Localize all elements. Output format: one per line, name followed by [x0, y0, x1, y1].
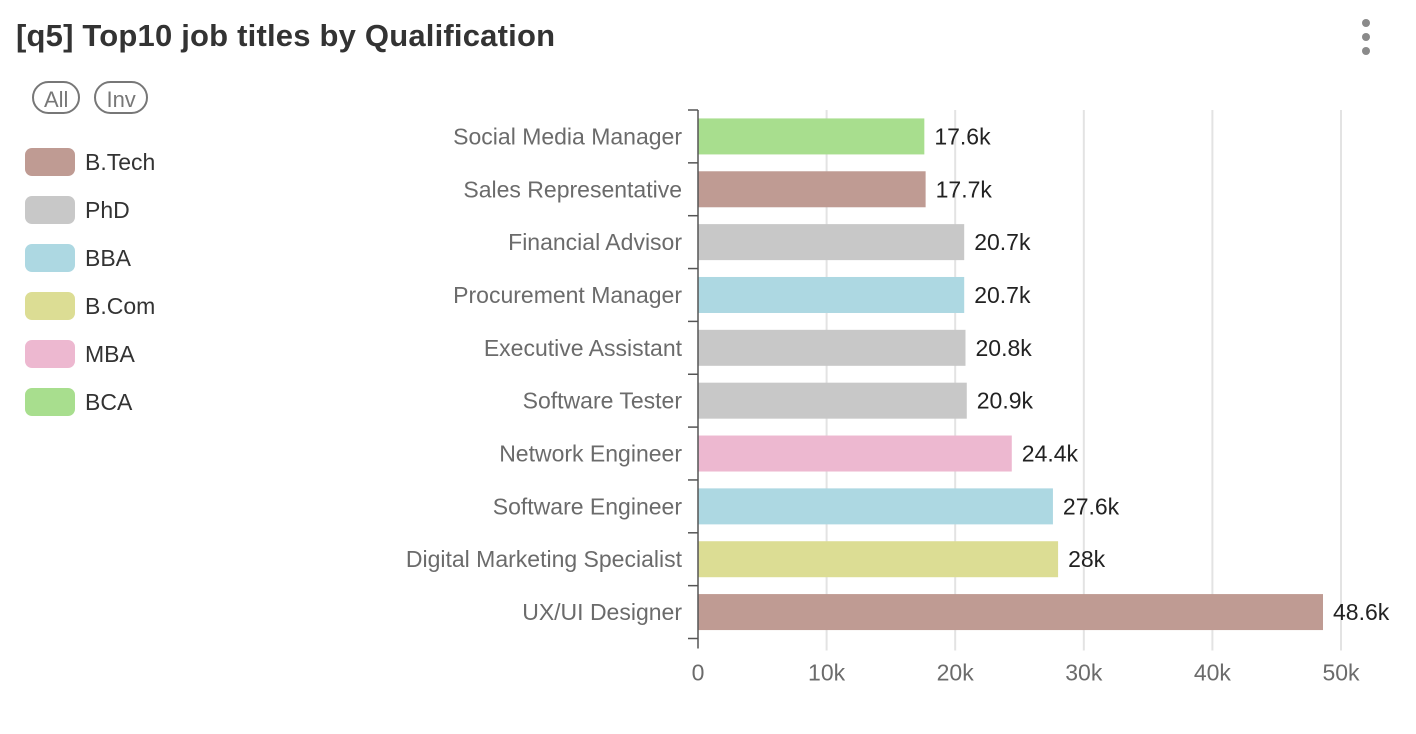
- legend-swatch: [25, 388, 75, 416]
- x-tick-label: 30k: [1065, 660, 1103, 686]
- legend-swatch: [25, 340, 75, 368]
- legend-swatch: [25, 244, 75, 272]
- data-label: 24.4k: [1022, 441, 1079, 467]
- invert-selection-button[interactable]: Inv: [94, 81, 148, 114]
- bar[interactable]: [698, 488, 1053, 525]
- legend-item-b-tech[interactable]: B.Tech: [25, 138, 155, 186]
- legend-item-b-com[interactable]: B.Com: [25, 282, 155, 330]
- x-tick-label: 20k: [937, 660, 975, 686]
- legend-label: BCA: [85, 388, 133, 415]
- bar[interactable]: [698, 382, 967, 419]
- category-label: Digital Marketing Specialist: [406, 546, 683, 572]
- legend-item-bca[interactable]: BCA: [25, 378, 155, 426]
- data-label: 48.6k: [1333, 599, 1390, 625]
- kebab-vertical-icon: [1362, 19, 1370, 27]
- bar[interactable]: [698, 118, 925, 155]
- x-tick-label: 50k: [1322, 660, 1360, 686]
- kebab-dot: [1362, 33, 1370, 41]
- x-tick-label: 10k: [808, 660, 846, 686]
- bar[interactable]: [698, 171, 926, 208]
- category-label: Executive Assistant: [484, 335, 683, 361]
- legend-toggles: All Inv: [32, 81, 148, 114]
- data-label: 17.7k: [936, 176, 993, 202]
- bar[interactable]: [698, 541, 1059, 578]
- legend-label: BBA: [85, 244, 132, 271]
- more-options-button[interactable]: [1352, 16, 1380, 58]
- bar[interactable]: [698, 594, 1323, 631]
- data-label: 20.9k: [977, 388, 1034, 414]
- legend-swatch: [25, 292, 75, 320]
- bar[interactable]: [698, 329, 966, 366]
- legend-label: MBA: [85, 340, 135, 367]
- data-label: 17.6k: [934, 123, 991, 149]
- data-label: 27.6k: [1063, 493, 1120, 519]
- x-tick-label: 0: [692, 660, 705, 686]
- category-label: Social Media Manager: [453, 123, 682, 149]
- legend-swatch: [25, 148, 75, 176]
- kebab-dot: [1362, 47, 1370, 55]
- category-label: Sales Representative: [463, 176, 682, 202]
- legend-label: B.Tech: [85, 148, 156, 175]
- legend-label: PhD: [85, 196, 130, 223]
- legend-item-bba[interactable]: BBA: [25, 234, 155, 282]
- legend-item-mba[interactable]: MBA: [25, 330, 155, 378]
- category-label: Procurement Manager: [453, 282, 682, 308]
- category-label: Software Tester: [523, 388, 683, 414]
- data-label: 20.8k: [975, 335, 1032, 361]
- bar[interactable]: [698, 435, 1012, 472]
- bar[interactable]: [698, 276, 965, 313]
- legend-label: B.Com: [85, 292, 156, 319]
- category-label: Financial Advisor: [508, 229, 682, 255]
- legend-item-phd[interactable]: PhD: [25, 186, 155, 234]
- data-label: 28k: [1068, 546, 1106, 572]
- category-label: Software Engineer: [493, 493, 683, 519]
- chart-legend: B.Tech PhD BBA B.Com MBA BCA: [25, 138, 155, 426]
- category-label: Network Engineer: [499, 441, 682, 467]
- select-all-button[interactable]: All: [32, 81, 81, 114]
- panel-title: [q5] Top10 job titles by Qualification: [16, 18, 556, 53]
- x-tick-label: 40k: [1194, 660, 1232, 686]
- legend-swatch: [25, 196, 75, 224]
- category-label: UX/UI Designer: [522, 599, 682, 625]
- data-label: 20.7k: [974, 229, 1031, 255]
- data-label: 20.7k: [974, 282, 1031, 308]
- bar[interactable]: [698, 224, 965, 261]
